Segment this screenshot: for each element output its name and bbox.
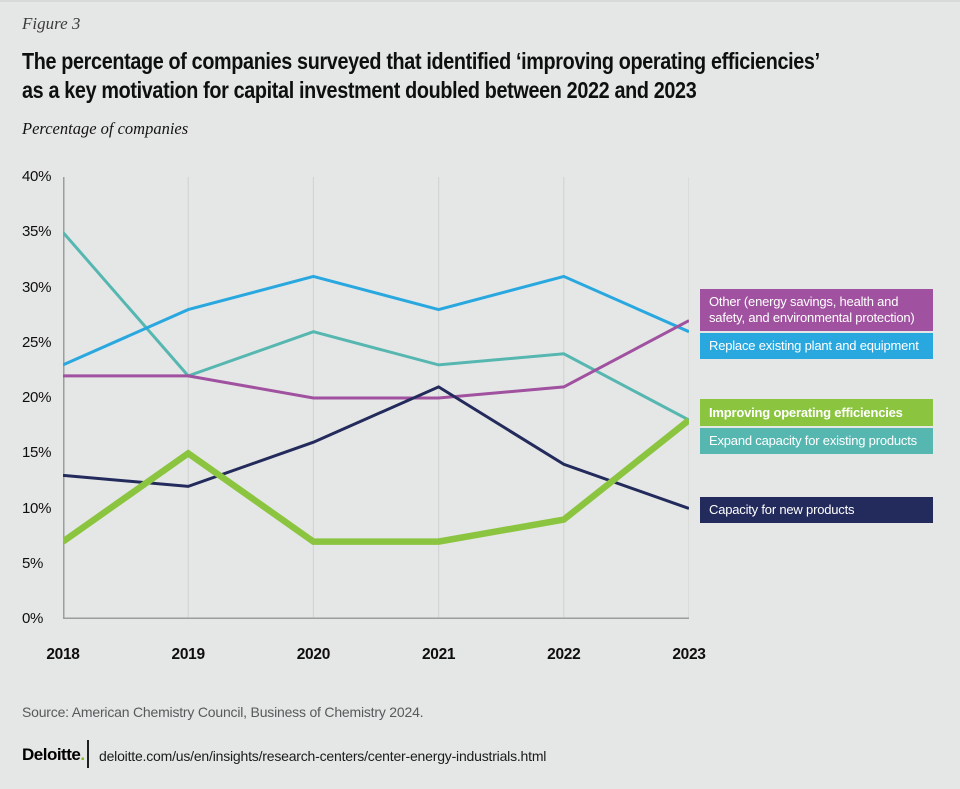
deloitte-logo: Deloitte. [22, 745, 85, 765]
y-tick-0pct: 0% [22, 610, 44, 627]
legend-replace-existing-plant-label: Replace existing plant and equipment [709, 338, 919, 354]
series-line-expand-capacity-for [63, 231, 689, 422]
deloitte-logo-dot: . [80, 745, 85, 764]
legend-improving-operating-efficiencies-label: Improving operating efficiencies [709, 404, 903, 420]
y-tick-30pct: 30% [22, 278, 52, 296]
y-axis-unit-label: Percentage of companies [22, 119, 189, 138]
x-label-2022: 2022 [547, 646, 581, 663]
series-line-replace-existing-plant [63, 274, 689, 367]
legend-other-motivation: Other (energy savings, health and safety… [700, 289, 933, 331]
y-tick-10pct: 10% [22, 499, 52, 517]
figure-title: The percentage of companies surveyed tha… [22, 47, 820, 105]
x-label-2021: 2021 [421, 646, 456, 663]
y-tick-25pct: 25% [22, 333, 52, 351]
legend-improving-operating-efficiencies: Improving operating efficiencies [700, 399, 933, 426]
series-line-improving-operating-efficiencies [63, 417, 689, 545]
legend-other-motivation-label: Other (energy savings, health and safety… [709, 294, 915, 325]
legend-expand-capacity-label: Expand capacity for existing products [709, 433, 917, 449]
x-label-2023: 2023 [672, 646, 706, 663]
x-label-2019: 2019 [171, 646, 206, 663]
legend-expand-capacity: Expand capacity for existing products [700, 428, 933, 454]
y-tick-20pct: 20% [22, 389, 52, 406]
x-label-2020: 2020 [296, 646, 331, 663]
footer-divider [87, 740, 89, 768]
figure-title-line-1: The percentage of companies surveyed tha… [22, 48, 820, 74]
line-chart-plot-area [63, 177, 689, 619]
top-border-strip [0, 0, 960, 2]
x-label-2018: 2018 [46, 646, 80, 663]
figure-label: Figure 3 [22, 14, 81, 33]
source-attribution: Source: American Chemistry Council, Busi… [22, 704, 424, 720]
footer-url: deloitte.com/us/en/insights/research-cen… [99, 748, 547, 764]
y-tick-15pct: 15% [22, 444, 52, 462]
series-line-other-(energy-savings, [63, 319, 689, 400]
legend-capacity-new-products: Capacity for new products [700, 497, 933, 523]
figure-title-line-2: as a key motivation for capital investme… [22, 77, 697, 103]
deloitte-logo-text: Deloitte [22, 745, 81, 764]
y-tick-40pct: 40% [22, 168, 52, 185]
legend-capacity-new-products-label: Capacity for new products [709, 502, 855, 518]
y-tick-5pct: 5% [22, 554, 44, 572]
legend-replace-existing-plant: Replace existing plant and equipment [700, 333, 933, 359]
series-line-capacity-for-new [63, 385, 689, 510]
y-tick-35pct: 35% [22, 223, 52, 241]
